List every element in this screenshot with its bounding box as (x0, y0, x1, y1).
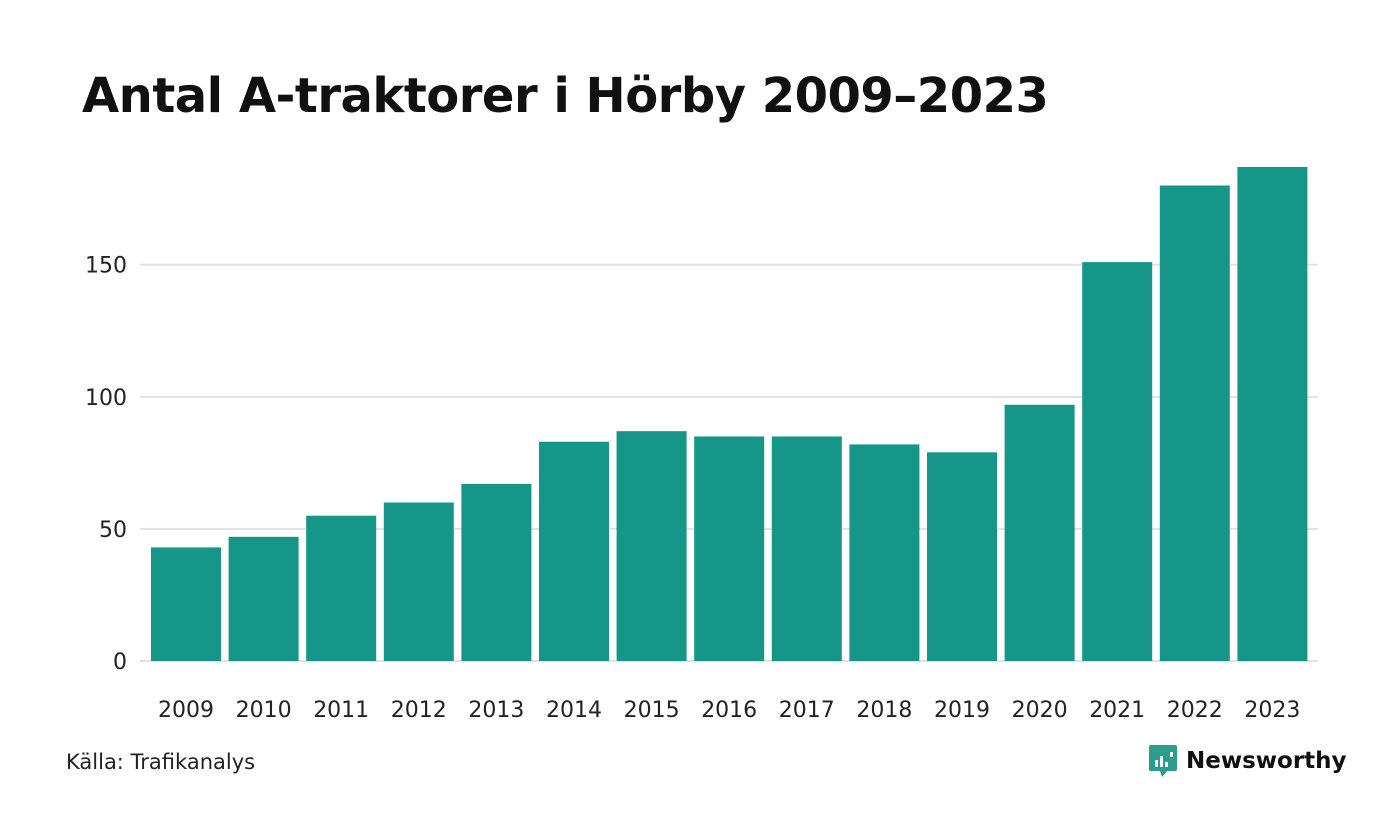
newsworthy-logo-icon (1149, 745, 1177, 777)
x-tick-label: 2020 (1012, 698, 1068, 723)
y-axis-tick-labels: 0 50 100 150 (85, 254, 127, 675)
bar-2021 (1082, 262, 1153, 661)
y-tick-label: 150 (85, 254, 127, 279)
x-tick-label: 2011 (313, 698, 369, 723)
x-tick-label: 2009 (158, 698, 214, 723)
x-tick-label: 2013 (468, 698, 524, 723)
bar-2020 (1004, 404, 1075, 661)
bar-2016 (694, 436, 765, 661)
bar-2014 (539, 441, 609, 661)
x-tick-label: 2017 (779, 698, 835, 723)
chart-title: Antal A-traktorer i Hörby 2009–2023 (82, 68, 1049, 124)
x-tick-label: 2019 (934, 698, 990, 723)
bar-2019 (927, 452, 997, 661)
brand-logo: Newsworthy (1148, 743, 1347, 779)
x-tick-label: 2018 (856, 698, 912, 723)
brand-name: Newsworthy (1186, 748, 1347, 774)
x-tick-label: 2012 (391, 698, 447, 723)
x-tick-label: 2015 (624, 698, 680, 723)
bar-2013 (461, 484, 532, 661)
bars (151, 167, 1308, 661)
bar-2012 (383, 502, 454, 661)
y-tick-label: 0 (113, 650, 127, 675)
bar-2010 (228, 536, 299, 661)
bar-2011 (306, 515, 377, 661)
x-axis-tick-labels: 2009 2010 2011 2012 2013 2014 2015 2016 2017 2018… (158, 698, 1300, 723)
x-tick-label: 2016 (701, 698, 757, 723)
y-tick-label: 50 (99, 518, 127, 543)
y-tick-label: 100 (85, 386, 127, 411)
x-tick-label: 2022 (1167, 698, 1223, 723)
x-tick-label: 2023 (1244, 698, 1300, 723)
bar-2023 (1237, 167, 1308, 661)
source-note: Källa: Trafikanalys (66, 750, 256, 774)
x-tick-label: 2010 (236, 698, 292, 723)
bar-2009 (151, 547, 221, 661)
bar-2017 (771, 436, 842, 661)
bar-2022 (1159, 185, 1230, 661)
bar-2018 (849, 444, 920, 661)
bar-2015 (616, 431, 687, 661)
x-tick-label: 2021 (1089, 698, 1145, 723)
x-tick-label: 2014 (546, 698, 602, 723)
